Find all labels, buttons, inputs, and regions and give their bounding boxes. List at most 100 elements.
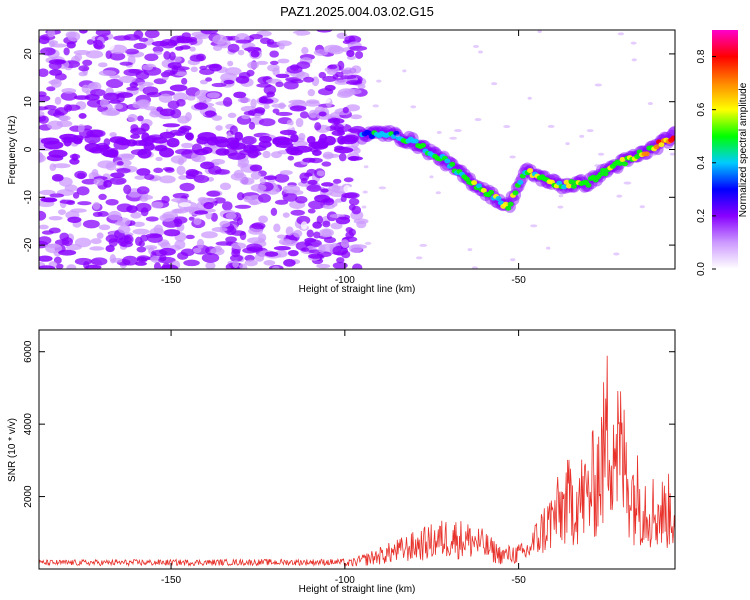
spectrogram-cell — [181, 142, 194, 149]
spectrogram-cell — [133, 42, 147, 50]
spectrogram-cell — [241, 135, 257, 145]
spectrogram-cell — [272, 67, 280, 76]
spectrogram-cell — [210, 212, 218, 222]
spectrogram-cell — [308, 253, 324, 259]
spectrogram-cell — [368, 134, 375, 140]
spectrogram-cell — [272, 265, 280, 269]
spectrogram-cell — [402, 69, 407, 73]
spectrogram-cell — [238, 263, 248, 269]
spectrogram-cell — [49, 193, 65, 198]
spectrogram-cell — [322, 204, 335, 210]
spectrogram-cell — [357, 84, 366, 89]
spectrogram-cell — [48, 149, 68, 158]
spectrogram-cell — [77, 124, 85, 133]
spectrogram-cell — [321, 229, 332, 238]
spectrogram-cell — [630, 41, 637, 45]
spectrogram-cell — [340, 136, 358, 145]
spectrogram-cell — [527, 168, 534, 174]
spectrogram-cell — [316, 170, 325, 177]
spectrogram-cell — [229, 254, 244, 262]
spectrogram-cell — [90, 238, 102, 245]
spectrogram-cell — [99, 98, 109, 108]
spectrogram-cell — [39, 94, 51, 102]
spectrogram-cell — [278, 238, 292, 246]
spectrogram-cell — [192, 247, 202, 254]
spectrogram-cell — [275, 111, 293, 117]
spectrogram-cell — [304, 237, 317, 243]
spectrogram-cell — [312, 221, 323, 229]
spectrogram-cell — [225, 212, 237, 220]
colorbar-tick-label: 0.0 — [696, 262, 707, 276]
spectrogram-cell — [244, 259, 258, 267]
spectrogram-cell — [176, 36, 193, 44]
spectrogram-cell — [200, 30, 218, 35]
spectrogram-y-tick-label: 10 — [23, 96, 34, 108]
spectrogram-cell — [105, 78, 124, 89]
spectrogram-x-tick-label: -100 — [335, 275, 355, 286]
spectrogram-cell — [258, 193, 272, 203]
spectrogram-cell — [61, 88, 77, 94]
spectrogram-cell — [250, 184, 267, 192]
spectrogram-cell — [491, 82, 498, 86]
spectrogram-cell — [51, 174, 64, 182]
spectrogram-cell — [274, 249, 288, 258]
spectrogram-cell — [243, 47, 262, 52]
spectrogram-cell — [262, 150, 271, 159]
spectrogram-cell — [348, 198, 360, 206]
spectrogram-cell — [133, 30, 144, 40]
spectrogram-cell — [52, 163, 71, 169]
spectrogram-cell — [617, 32, 625, 36]
spectrogram-cell — [237, 157, 250, 167]
spectrogram-cell — [188, 216, 195, 221]
spectrogram-cell — [420, 142, 427, 148]
spectrogram-cell — [63, 47, 70, 56]
spectrogram-cell — [333, 146, 354, 154]
spectrogram-y-tick-label: 20 — [23, 48, 34, 60]
spectrogram-cell — [412, 138, 419, 144]
spectrogram-cell — [290, 134, 299, 143]
spectrogram-cell — [181, 77, 188, 85]
spectrogram-cell — [331, 130, 346, 136]
spectrogram-cell — [561, 184, 568, 190]
spectrogram-cell — [282, 184, 301, 194]
spectrogram-cell — [109, 254, 117, 264]
spectrogram-cell — [136, 186, 150, 195]
spectrogram-cell — [258, 140, 272, 148]
spectrogram-x-tick-label: -150 — [161, 275, 181, 286]
spectrogram-cell — [282, 212, 290, 218]
spectrogram-cell — [323, 237, 337, 244]
spectrogram-cell — [164, 167, 175, 173]
spectrogram-cell — [256, 83, 272, 88]
spectrogram-cell — [110, 172, 125, 178]
spectrogram-cell — [171, 197, 188, 203]
spectrogram-cell — [172, 216, 188, 224]
spectrogram-cell — [277, 124, 294, 129]
spectrogram-cell — [362, 190, 368, 194]
spectrogram-cell — [429, 144, 436, 148]
spectrogram-cell — [158, 93, 173, 103]
spectrogram-cell — [201, 252, 220, 263]
spectrogram-cell — [287, 155, 295, 161]
spectrogram-cell — [279, 170, 293, 176]
spectrogram-cell — [134, 175, 146, 180]
spectrogram-cell — [227, 152, 246, 160]
spectrogram-cell — [237, 49, 245, 56]
spectrogram-cell — [96, 232, 104, 239]
spectrogram-cell — [109, 52, 126, 61]
spectrogram-cell — [467, 248, 473, 252]
spectrogram-cell — [236, 192, 245, 201]
spectrogram-cell — [332, 178, 342, 184]
spectrogram-cell — [247, 61, 259, 69]
spectrogram-cell — [597, 152, 605, 156]
spectrogram-cell — [159, 108, 176, 117]
spectrogram-cell — [232, 260, 240, 268]
spectrogram-cell — [300, 247, 310, 252]
spectrogram-cell — [76, 186, 90, 196]
spectrogram-cell — [85, 264, 102, 269]
spectrogram-cell — [138, 240, 145, 247]
spectrogram-cell — [158, 256, 176, 264]
colorbar: 0.0 0.2 0.4 0.6 0.8 Normalized spectral ampl… — [696, 30, 749, 276]
spectrogram-cell — [312, 149, 322, 156]
spectrogram-cell — [419, 243, 428, 247]
spectrogram-cell — [114, 103, 124, 110]
